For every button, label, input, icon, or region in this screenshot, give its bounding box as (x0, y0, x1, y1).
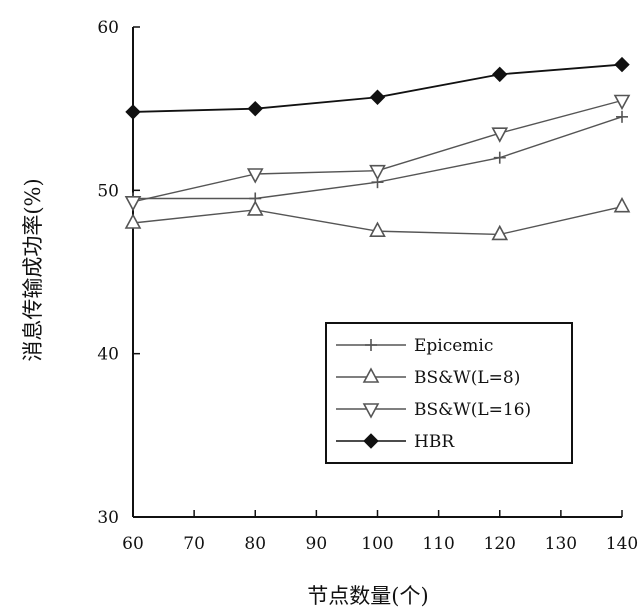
x-tick-label: 110 (422, 534, 454, 554)
x-tick-label: 100 (361, 534, 393, 554)
legend-marker-hbr (363, 433, 379, 449)
data-point-epicemic (493, 151, 506, 164)
data-point-bsw-l8 (613, 196, 631, 213)
x-tick-label: 120 (484, 534, 516, 554)
legend: Epicemic BS&W(L=8) BS&W(L=16) HBR (325, 322, 573, 464)
y-tick-label: 60 (97, 18, 119, 38)
data-point-bsw-l16 (369, 164, 386, 181)
x-tick-label: 70 (183, 534, 205, 554)
y-tick-label: 50 (97, 181, 119, 201)
series-hbr (125, 56, 630, 120)
data-point-hbr (492, 66, 508, 83)
series-bsw-l8 (124, 196, 631, 241)
data-point-bsw-l8 (246, 200, 264, 216)
legend-label-hbr: HBR (414, 432, 455, 452)
legend-marker-epicemic (365, 339, 377, 351)
data-point-bsw-l16 (246, 168, 264, 184)
x-tick-label: 130 (545, 534, 577, 554)
series-epicemic (127, 110, 628, 205)
x-tick-label: 90 (306, 534, 328, 554)
legend-marker-bsw-l8 (362, 367, 380, 383)
data-point-bsw-l16 (124, 195, 142, 212)
data-point-bsw-l8 (491, 224, 509, 241)
x-axis-title: 节点数量(个) (307, 584, 428, 608)
data-point-hbr (369, 89, 386, 105)
data-point-bsw-l16 (491, 127, 509, 143)
legend-label-epicemic: Epicemic (414, 336, 493, 356)
y-tick-label: 40 (97, 345, 119, 365)
x-tick-label: 140 (606, 534, 638, 554)
data-point-bsw-l16 (613, 94, 631, 111)
data-point-bsw-l8 (124, 213, 142, 229)
x-tick-label: 60 (122, 534, 144, 554)
series-layer (124, 56, 631, 241)
legend-marker-bsw-l16 (362, 403, 380, 419)
data-point-hbr (247, 100, 263, 117)
x-tick-label: 80 (244, 534, 266, 554)
legend-label-bsw-l16: BS&W(L=16) (414, 400, 531, 420)
data-point-bsw-l8 (369, 221, 386, 237)
legend-label-bsw-l8: BS&W(L=8) (414, 368, 520, 388)
data-point-epicemic (616, 110, 628, 123)
y-tick-label: 30 (97, 508, 119, 528)
axes: 30 40 50 60 60 70 80 90 100 110 120 130 140 (97, 18, 638, 554)
y-axis-title: 消息传输成功率(%) (21, 178, 45, 361)
data-point-hbr (614, 56, 630, 73)
series-bsw-l16 (124, 94, 631, 212)
data-point-hbr (125, 104, 141, 120)
